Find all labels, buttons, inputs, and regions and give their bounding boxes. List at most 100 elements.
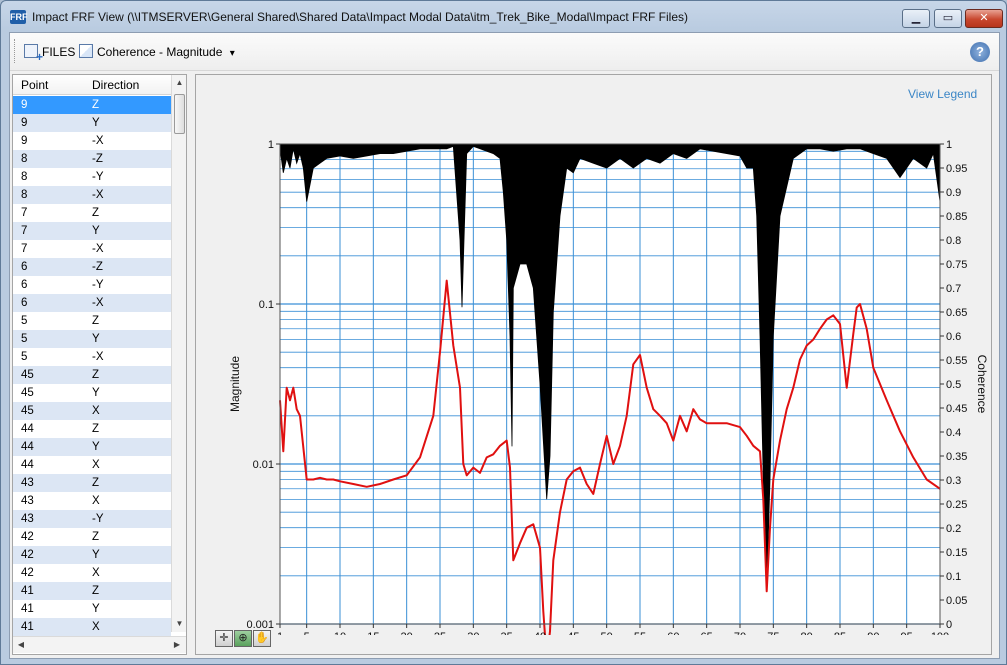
toolbar-grip[interactable] — [14, 39, 17, 63]
list-item-direction: X — [92, 405, 100, 417]
list-item[interactable]: 45 Y — [13, 384, 171, 402]
scroll-down-icon[interactable]: ▼ — [175, 619, 184, 628]
y-tick-label: 0.001 — [246, 619, 274, 631]
list-item-point: 8 — [21, 153, 28, 165]
list-item-direction: Z — [92, 369, 100, 381]
list-item-point: 8 — [21, 171, 28, 183]
files-button[interactable]: FILES — [24, 43, 76, 63]
pan-tool-icon[interactable]: ✋ — [253, 630, 271, 647]
list-item[interactable]: 8 -Y — [13, 168, 171, 186]
x-tick-label: 80 — [801, 631, 813, 635]
list-item-direction: X — [92, 567, 100, 579]
list-item[interactable]: 43 -Y — [13, 510, 171, 528]
list-item-direction: X — [92, 621, 100, 633]
list-item[interactable]: 45 X — [13, 402, 171, 420]
list-item-direction: -Z — [92, 261, 103, 273]
scroll-left-icon[interactable]: ◀ — [17, 640, 25, 649]
y2-tick-label: 0.75 — [946, 259, 967, 271]
x-tick-label: 55 — [634, 631, 646, 635]
scroll-thumb[interactable] — [174, 94, 185, 134]
list-item[interactable]: 44 Y — [13, 438, 171, 456]
column-header-direction[interactable]: Direction — [92, 78, 140, 92]
list-item[interactable]: 5 -X — [13, 348, 171, 366]
list-item[interactable]: 42 Z — [13, 528, 171, 546]
list-item[interactable]: 6 -X — [13, 294, 171, 312]
y2-tick-label: 0.35 — [946, 451, 967, 463]
list-item[interactable]: 7 -X — [13, 240, 171, 258]
column-header-point[interactable]: Point — [21, 78, 49, 92]
list-item-point: 7 — [21, 207, 28, 219]
list-item[interactable]: 42 Y — [13, 546, 171, 564]
list-item-direction: Y — [92, 441, 100, 453]
list-item[interactable]: 6 -Y — [13, 276, 171, 294]
list-item[interactable]: 41 X — [13, 618, 171, 636]
list-item[interactable]: 43 X — [13, 492, 171, 510]
list-item[interactable]: 42 X — [13, 564, 171, 582]
list-item[interactable]: 43 Z — [13, 474, 171, 492]
scroll-right-icon[interactable]: ▶ — [173, 640, 181, 649]
horizontal-scrollbar[interactable]: ◀ ▶ — [13, 636, 186, 653]
list-item-direction: -X — [92, 351, 104, 363]
list-item-point: 6 — [21, 261, 28, 273]
files-label: FILES — [42, 45, 76, 59]
point-direction-list: Point Direction 9 Z 9 Y 9 -X 8 -Z 8 -Y 8 -X 7 Z 7 Y 7 -X 6… — [12, 74, 187, 655]
list-item-direction: X — [92, 459, 100, 471]
list-item-direction: -X — [92, 243, 104, 255]
list-item[interactable]: 41 Y — [13, 600, 171, 618]
view-legend-link[interactable]: View Legend — [908, 87, 978, 101]
scroll-up-icon[interactable]: ▲ — [175, 78, 184, 87]
close-button[interactable]: ✕ — [965, 9, 1003, 28]
minimize-button[interactable]: ▁ — [902, 9, 930, 28]
list-item-direction: Z — [92, 423, 100, 435]
list-item-direction: Y — [92, 387, 100, 399]
y2-tick-label: 0.6 — [946, 331, 961, 343]
x-tick-label: 70 — [734, 631, 746, 635]
list-item-direction: -X — [92, 297, 104, 309]
list-item-point: 7 — [21, 225, 28, 237]
list-item-direction: Y — [92, 333, 100, 345]
y-axis-label: Magnitude — [228, 356, 242, 412]
x-tick-label: 100 — [931, 631, 949, 635]
help-icon[interactable]: ? — [970, 42, 990, 62]
list-item-point: 43 — [21, 495, 34, 507]
x-tick-label: 10 — [334, 631, 346, 635]
vertical-scrollbar[interactable]: ▲ ▼ — [171, 75, 186, 632]
y-tick-label: 0.01 — [253, 459, 274, 471]
y-tick-label: 1 — [268, 139, 274, 151]
y2-tick-label: 0.4 — [946, 427, 961, 439]
cursor-tool-icon[interactable]: ✛ — [215, 630, 233, 647]
window-title: Impact FRF View (\\ITMSERVER\General Sha… — [32, 10, 689, 24]
list-item-point: 42 — [21, 531, 34, 543]
list-item-direction: X — [92, 495, 100, 507]
list-item[interactable]: 9 -X — [13, 132, 171, 150]
frf-chart[interactable]: 1510152025303540455055606570758085909510… — [196, 75, 993, 635]
x-tick-label: 15 — [367, 631, 379, 635]
list-item-point: 42 — [21, 567, 34, 579]
y2-tick-label: 0.15 — [946, 547, 967, 559]
view-dropdown[interactable]: Coherence - Magnitude ▾ — [79, 43, 235, 61]
list-item-point: 43 — [21, 513, 34, 525]
y-tick-label: 0.1 — [259, 299, 274, 311]
list-item[interactable]: 8 -Z — [13, 150, 171, 168]
maximize-button[interactable]: ▭ — [934, 9, 962, 28]
list-item-direction: Z — [92, 477, 100, 489]
list-item[interactable]: 6 -Z — [13, 258, 171, 276]
list-item[interactable]: 44 Z — [13, 420, 171, 438]
zoom-tool-icon[interactable]: ⊕ — [234, 630, 252, 647]
frf-app-icon: FRF — [10, 10, 28, 24]
x-tick-label: 35 — [501, 631, 513, 635]
list-item-point: 41 — [21, 585, 34, 597]
list-item[interactable]: 41 Z — [13, 582, 171, 600]
x-tick-label: 40 — [534, 631, 546, 635]
list-item[interactable]: 44 X — [13, 456, 171, 474]
list-item[interactable]: 8 -X — [13, 186, 171, 204]
list-item[interactable]: 45 Z — [13, 366, 171, 384]
x-tick-label: 25 — [434, 631, 446, 635]
title-bar[interactable]: FRF Impact FRF View (\\ITMSERVER\General… — [1, 1, 1006, 31]
